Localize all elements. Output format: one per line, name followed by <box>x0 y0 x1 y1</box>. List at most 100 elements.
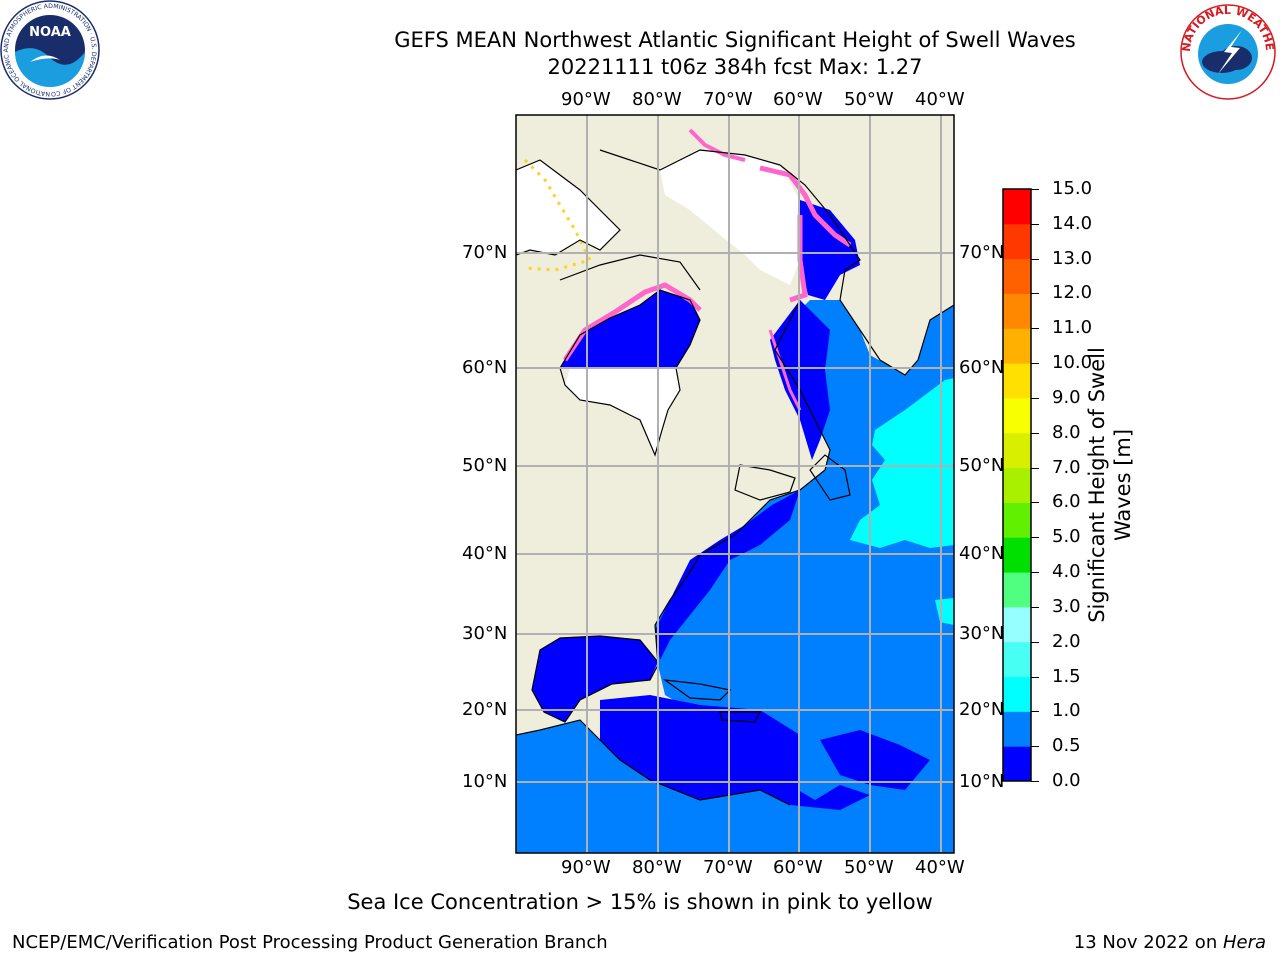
sea-ice-baffin <box>759 165 852 248</box>
footer-date: 13 Nov 2022 on Hera <box>1074 932 1266 953</box>
central-atlantic-low <box>820 730 930 790</box>
arctic-archipelago-water <box>516 160 620 255</box>
noaa-logo: NATIONAL OCEANIC AND ATMOSPHERIC ADMINIS… <box>0 0 100 100</box>
lon-label-bottom: 60°W <box>773 857 823 878</box>
north-atlantic-high-swell <box>850 378 954 548</box>
lon-label-top: 70°W <box>703 89 753 110</box>
colorbar-tick-mark <box>1031 432 1039 434</box>
lon-label-top: 80°W <box>632 89 682 110</box>
map-frame <box>515 114 955 854</box>
colorbar-tick-label: 0.5 <box>1052 735 1081 757</box>
james-bay <box>565 368 680 455</box>
colorbar-tick-mark <box>1031 606 1039 608</box>
colorbar-tick-label: 1.5 <box>1052 665 1081 687</box>
colorbar-segment <box>1003 328 1031 364</box>
colorbar-tick-mark <box>1031 537 1039 539</box>
footer-host: Hera <box>1222 932 1266 953</box>
east-coast-shelf <box>655 490 800 660</box>
colorbar-tick-mark <box>1031 363 1039 365</box>
lat-label-left: 60°N <box>462 357 508 378</box>
colorbar-segment <box>1003 363 1031 399</box>
colorbar-tick-mark <box>1031 711 1039 713</box>
colorbar-tick-mark <box>1031 746 1039 748</box>
colorbar-segment <box>1003 572 1031 608</box>
lon-label-top: 50°W <box>844 89 894 110</box>
lat-label-left: 20°N <box>462 699 508 720</box>
lon-label-bottom: 70°W <box>703 857 753 878</box>
footer-branch: NCEP/EMC/Verification Post Processing Pr… <box>12 932 608 953</box>
lat-label-right: 50°N <box>959 455 1005 476</box>
colorbar-tick-mark <box>1031 467 1039 469</box>
colorbar-segment <box>1003 432 1031 469</box>
colorbar-tick-label: 15.0 <box>1052 178 1093 199</box>
colorbar-tick-label: 9.0 <box>1052 386 1081 408</box>
sea-ice-labrador <box>768 329 802 411</box>
colorbar-tick-mark <box>1031 397 1039 399</box>
colorbar-tick-label: 12.0 <box>1052 282 1093 304</box>
footer-date-text: 13 Nov 2022 on <box>1073 932 1223 953</box>
colorbar-label-line2: Waves [m] <box>1111 428 1135 542</box>
colorbar-tick-label: 2.0 <box>1052 630 1081 652</box>
colorbar-tick-label: 5.0 <box>1052 526 1081 548</box>
colorbar-segment <box>1003 258 1031 294</box>
lon-label-bottom: 80°W <box>632 857 682 878</box>
colorbar-segment <box>1003 711 1031 747</box>
colorbar-tick-label: 14.0 <box>1052 212 1093 234</box>
lat-label-right: 40°N <box>959 543 1005 564</box>
nws-logo: NATIONAL WEATHER SERVICE <box>1176 0 1276 100</box>
colorbar-tick-mark <box>1031 293 1039 295</box>
colorbar-segment <box>1003 293 1031 329</box>
colorbar-tick-label: 6.0 <box>1052 491 1081 513</box>
lat-label-right: 70°N <box>959 242 1005 263</box>
graticule <box>516 115 954 853</box>
colorbar-tick-mark <box>1031 676 1039 678</box>
colorbar-tick-label: 7.0 <box>1052 456 1081 478</box>
lat-label-left: 30°N <box>462 623 508 644</box>
colorbar-segment <box>1003 746 1031 782</box>
colorbar-tick-mark <box>1031 641 1039 643</box>
colorbar-segment <box>1003 537 1031 573</box>
lon-label-top: 40°W <box>915 89 965 110</box>
sea-ice-north <box>688 128 746 162</box>
lon-label-top: 60°W <box>773 89 823 110</box>
colorbar-tick-mark <box>1031 189 1039 190</box>
colorbar-tick-mark <box>1031 572 1039 574</box>
lon-label-bottom: 40°W <box>915 857 965 878</box>
gulf-of-mexico <box>532 636 658 722</box>
colorbar-tick-label: 13.0 <box>1052 247 1093 269</box>
colorbar-tick-label: 0.0 <box>1052 770 1081 791</box>
lat-label-left: 10°N <box>462 771 508 792</box>
lat-label-right: 20°N <box>959 699 1005 720</box>
colorbar-segment <box>1003 467 1031 503</box>
lat-label-right: 60°N <box>959 357 1005 378</box>
chart-title: GEFS MEAN Northwest Atlantic Significant… <box>394 28 1076 52</box>
colorbar-segment <box>1003 676 1031 712</box>
lat-label-left: 50°N <box>462 455 508 476</box>
colorbar-tick-label: 8.0 <box>1052 421 1081 443</box>
colorbar-tick-label: 11.0 <box>1052 317 1093 339</box>
colorbar-segment <box>1003 223 1031 260</box>
colorbar-tick-mark <box>1031 328 1039 330</box>
noaa-logo-text: NOAA <box>29 25 71 40</box>
sea-ice-note: Sea Ice Concentration > 15% is shown in … <box>347 890 933 914</box>
lat-label-right: 10°N <box>959 771 1005 792</box>
colorbar <box>1002 188 1032 782</box>
colorbar-tick-label: 10.0 <box>1052 352 1093 374</box>
colorbar-label-line1: Significant Height of Swell <box>1085 347 1109 623</box>
colorbar-segment <box>1003 606 1031 643</box>
lon-label-bottom: 50°W <box>844 857 894 878</box>
lon-label-bottom: 90°W <box>561 857 611 878</box>
colorbar-tick-label: 4.0 <box>1052 561 1081 583</box>
lon-label-top: 90°W <box>561 89 611 110</box>
colorbar-tick-mark <box>1031 223 1039 225</box>
lat-label-left: 40°N <box>462 543 508 564</box>
baffin-bay <box>800 200 860 300</box>
colorbar-segment <box>1003 502 1031 538</box>
colorbar-tick-mark <box>1031 502 1039 504</box>
colorbar-segment <box>1003 189 1031 225</box>
colorbar-tick-mark <box>1031 258 1039 260</box>
lat-label-right: 30°N <box>959 623 1005 644</box>
sea-ice-yellow-west <box>523 158 593 272</box>
colorbar-segment <box>1003 397 1031 434</box>
